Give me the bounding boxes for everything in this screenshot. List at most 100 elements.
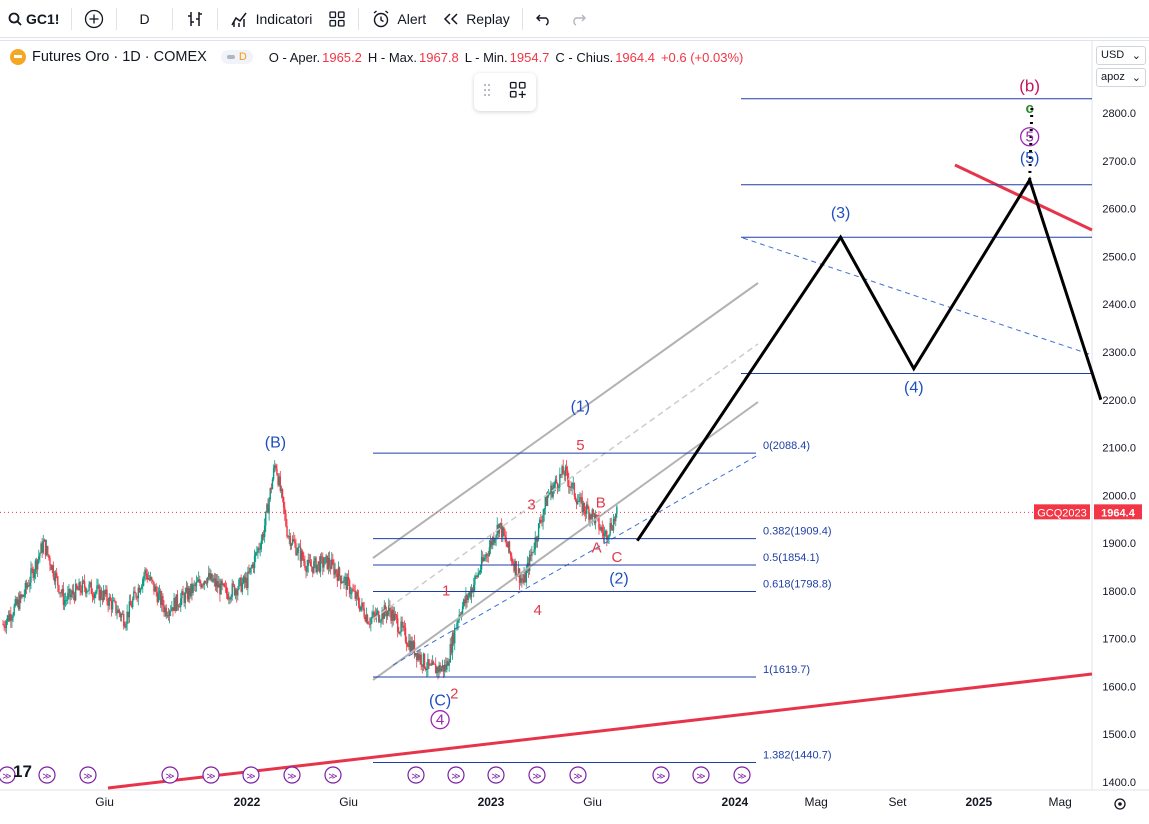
chart-pane[interactable]: [0, 40, 1149, 824]
candle-body: [604, 531, 607, 534]
event-marker-icon[interactable]: [447, 766, 465, 784]
event-marker-icon[interactable]: [324, 766, 342, 784]
close-value: 1964.4: [615, 49, 655, 65]
candle-body: [267, 504, 269, 514]
candle-body: [373, 612, 375, 615]
alert-button[interactable]: Alert: [363, 0, 434, 38]
event-marker-icon[interactable]: [487, 766, 505, 784]
event-marker-icon[interactable]: [652, 766, 670, 784]
candle-body: [162, 596, 164, 607]
candle-body: [43, 539, 46, 542]
symbol-search[interactable]: GC1!: [0, 0, 67, 38]
candle-body: [285, 513, 287, 526]
candle-body: [213, 578, 216, 581]
channel-lower-line[interactable]: [372, 401, 759, 681]
candle-body: [260, 540, 262, 550]
event-marker-icon[interactable]: [161, 766, 179, 784]
candle-body: [449, 643, 451, 663]
undo-button[interactable]: [527, 0, 561, 38]
candle-body: [252, 564, 255, 569]
red-support-trendline[interactable]: [107, 672, 1093, 790]
candle-body: [335, 569, 337, 574]
wave-label: (C): [429, 693, 451, 710]
interval-button[interactable]: D: [121, 0, 167, 38]
candle-body: [584, 511, 587, 514]
candle-body: [324, 557, 326, 565]
candle-body: [364, 616, 366, 622]
candle-body: [409, 640, 411, 652]
chart-type-button[interactable]: [177, 0, 213, 38]
candle-body: [191, 583, 193, 594]
redo-button[interactable]: [561, 0, 595, 38]
candle-body: [554, 479, 557, 485]
candle-body: [468, 591, 470, 596]
y-tick-label: 1800.0: [1102, 586, 1136, 598]
candle-body: [296, 553, 298, 555]
indicators-button[interactable]: Indicatori: [222, 0, 321, 38]
candle-body: [51, 565, 53, 570]
replay-button[interactable]: Replay: [434, 0, 518, 38]
y-tick-label: 2400.0: [1102, 299, 1136, 311]
red-resistance-trendline[interactable]: [954, 163, 1093, 232]
candle-body: [445, 664, 447, 670]
compare-button[interactable]: [76, 0, 112, 38]
grid-icon: [328, 10, 346, 28]
candle-body: [282, 496, 285, 508]
candle-body: [129, 601, 132, 606]
candle-body: [371, 616, 373, 619]
elliott-projection-path[interactable]: [636, 176, 1103, 542]
candle-body: [199, 579, 201, 584]
gold-symbol-icon: [10, 49, 26, 65]
legend-title[interactable]: Futures Oro · 1D · COMEX: [32, 49, 207, 65]
add-widget-icon[interactable]: [509, 81, 527, 104]
candle-body: [205, 582, 208, 584]
candle-body: [163, 606, 165, 613]
candle-body: [475, 575, 477, 577]
candle-body: [202, 584, 204, 586]
blue-dashed-trendline[interactable]: [392, 454, 759, 666]
candle-body: [429, 664, 431, 666]
drag-handle-icon[interactable]: [483, 82, 491, 103]
undo-icon: [535, 12, 553, 26]
symbol-price-badge: [1034, 504, 1090, 520]
candle-body: [585, 504, 588, 514]
candle-body: [142, 579, 144, 587]
channel-upper-line[interactable]: [372, 282, 759, 559]
candle-body: [544, 497, 547, 509]
event-marker-icon[interactable]: [79, 766, 97, 784]
candle-body: [508, 541, 511, 553]
event-marker-icon[interactable]: [38, 766, 56, 784]
candle-body: [34, 560, 37, 572]
event-marker-icon[interactable]: [733, 766, 751, 784]
event-marker-icon[interactable]: [569, 766, 587, 784]
candle-body: [9, 613, 11, 621]
layouts-button[interactable]: [320, 0, 354, 38]
currency-select[interactable]: USD ⌄: [1096, 46, 1146, 65]
scale-mode-select[interactable]: apoz ⌄: [1096, 68, 1146, 87]
candle-body: [22, 595, 24, 597]
candle-body: [298, 546, 301, 548]
candle-body: [287, 536, 289, 538]
event-marker-icon[interactable]: [242, 766, 260, 784]
candle-body: [319, 556, 322, 572]
candle-body: [259, 549, 261, 550]
event-marker-icon[interactable]: [0, 766, 16, 784]
candle-body: [419, 654, 421, 660]
event-marker-icon[interactable]: [528, 766, 546, 784]
tradingview-logo[interactable]: 17: [13, 762, 32, 781]
candle-body: [299, 546, 302, 562]
event-marker-icon[interactable]: [692, 766, 710, 784]
candle-body: [109, 597, 112, 601]
candle-body: [479, 569, 482, 573]
channel-median-line[interactable]: [372, 343, 759, 620]
candle-body: [12, 615, 14, 618]
blue-dashed-upper-trendline[interactable]: [742, 237, 1093, 356]
high-value: 1967.8: [419, 49, 459, 65]
market-status-badge[interactable]: D: [220, 50, 253, 64]
event-marker-icon[interactable]: [407, 766, 425, 784]
event-marker-icon[interactable]: [283, 766, 301, 784]
settings-gear-icon[interactable]: [1114, 798, 1126, 810]
event-marker-icon[interactable]: [202, 766, 220, 784]
candle-body: [424, 667, 427, 670]
